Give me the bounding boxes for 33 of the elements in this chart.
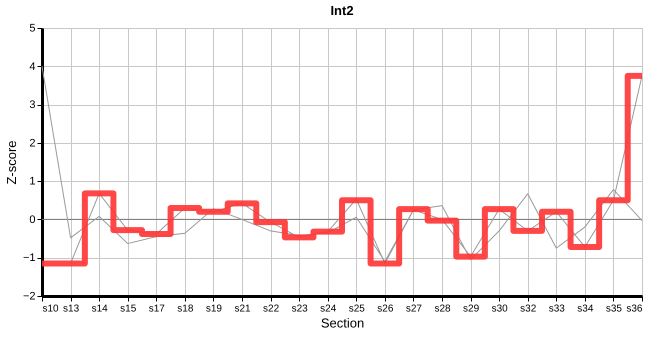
x-tick-label: s24 bbox=[320, 304, 337, 314]
x-tick-label: s13 bbox=[63, 304, 80, 314]
x-tick-label: s22 bbox=[263, 304, 280, 314]
x-tick-label: s30 bbox=[492, 304, 508, 314]
y-tick-label: −2 bbox=[22, 290, 36, 302]
x-tick-label: s10 bbox=[42, 304, 60, 314]
x-tick-label: s19 bbox=[206, 304, 222, 314]
y-tick-label: 5 bbox=[29, 22, 36, 34]
y-axis-title: Z-score bbox=[4, 140, 19, 185]
x-tick-label: s35 bbox=[606, 304, 622, 314]
y-tick-label: −1 bbox=[22, 252, 36, 264]
x-tick-label: s17 bbox=[148, 304, 166, 314]
x-tick-label: s18 bbox=[177, 304, 194, 314]
x-tick-label: s36 bbox=[626, 304, 643, 314]
x-tick-label: s25 bbox=[348, 304, 366, 314]
y-tick-label: 2 bbox=[29, 137, 36, 150]
y-tick-label: 0 bbox=[29, 214, 36, 226]
x-tick-label: s34 bbox=[577, 304, 594, 314]
y-tick-label: 1 bbox=[29, 176, 36, 188]
y-tick-label: 4 bbox=[29, 60, 36, 73]
x-tick-label: s29 bbox=[463, 304, 480, 314]
x-axis-title: Section bbox=[320, 316, 364, 330]
chart-title: Int2 bbox=[330, 3, 354, 18]
x-tick-label: s32 bbox=[520, 304, 537, 314]
x-tick-label: s23 bbox=[292, 304, 308, 314]
x-tick-label: s28 bbox=[434, 304, 451, 314]
x-tick-label: s27 bbox=[406, 304, 422, 314]
x-tick-label: s33 bbox=[548, 304, 566, 314]
x-tick-label: s14 bbox=[92, 304, 108, 314]
x-tick-label: s26 bbox=[377, 304, 394, 314]
y-tick-label: 3 bbox=[29, 99, 36, 112]
x-tick-label: s21 bbox=[234, 304, 251, 314]
x-tick-label: s15 bbox=[120, 304, 137, 314]
